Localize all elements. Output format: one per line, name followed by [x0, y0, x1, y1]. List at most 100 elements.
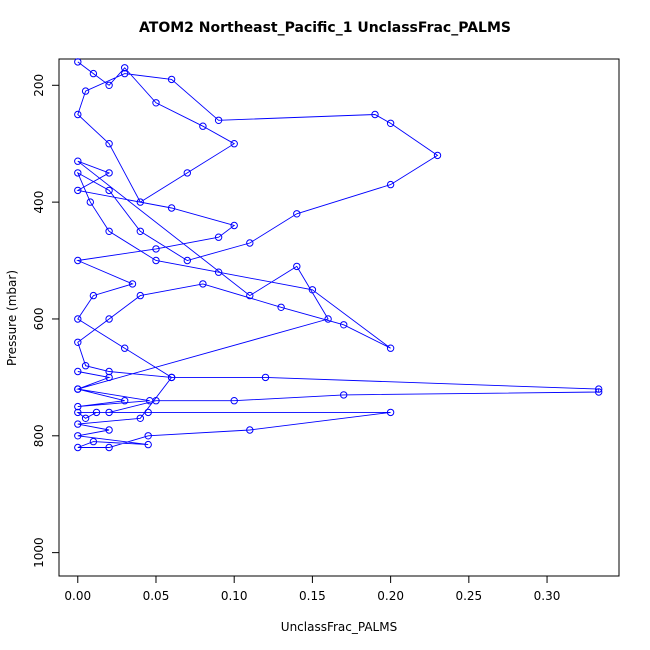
- data-point: [136, 291, 145, 300]
- data-point: [152, 256, 160, 265]
- data-point: [293, 210, 301, 218]
- x-tick-label: 0.25: [455, 589, 482, 603]
- data-point: [74, 420, 82, 428]
- data-point: [152, 99, 160, 107]
- y-axis: 200 400 600 800 1000: [32, 74, 60, 568]
- data-point: [74, 256, 82, 265]
- data-point: [89, 69, 98, 78]
- data-point: [81, 414, 90, 422]
- series-lines: [76, 61, 600, 448]
- y-tick-label: 200: [32, 74, 46, 97]
- x-axis: 0.00 0.05 0.10 0.15 0.20 0.25 0.30: [64, 575, 561, 603]
- data-point: [89, 437, 98, 446]
- plot-frame: [58, 58, 620, 577]
- data-point: [214, 116, 223, 125]
- data-point: [105, 81, 113, 90]
- data-point: [136, 414, 145, 422]
- data-point: [74, 443, 82, 452]
- x-axis-label: UnclassFrac_PALMS: [280, 620, 398, 634]
- data-point: [74, 408, 82, 417]
- data-point: [167, 204, 176, 212]
- data-point: [183, 256, 192, 265]
- data-point: [92, 408, 101, 417]
- series-points: [74, 58, 603, 452]
- data-point: [230, 397, 238, 405]
- data-point: [340, 391, 348, 399]
- data-point: [105, 227, 113, 236]
- data-point: [183, 169, 192, 177]
- data-point: [144, 432, 152, 440]
- data-point: [386, 119, 395, 128]
- data-point: [74, 169, 82, 177]
- data-point: [595, 385, 603, 393]
- data-point: [74, 315, 82, 323]
- data-point: [86, 198, 95, 206]
- data-point: [324, 315, 332, 323]
- chart-title: ATOM2 Northeast_Pacific_1 UnclassFrac_PA…: [139, 20, 511, 36]
- data-point: [386, 408, 395, 417]
- data-point: [167, 75, 176, 84]
- data-point: [74, 157, 82, 165]
- data-point: [261, 373, 270, 382]
- data-point: [74, 58, 82, 66]
- series-line: [76, 61, 600, 448]
- data-point: [74, 432, 82, 440]
- data-point: [74, 186, 82, 195]
- x-tick-label: 0.15: [299, 589, 326, 603]
- data-point: [167, 373, 176, 382]
- x-tick-label: 0.30: [534, 589, 561, 603]
- data-point: [74, 110, 82, 119]
- data-point: [595, 388, 603, 396]
- data-point: [152, 245, 160, 253]
- data-point: [246, 239, 254, 247]
- data-point: [105, 315, 113, 323]
- data-point: [246, 426, 254, 434]
- data-point: [74, 385, 82, 393]
- x-tick-label: 0.00: [64, 589, 91, 603]
- data-point: [144, 408, 152, 417]
- data-point: [121, 344, 129, 352]
- data-point: [105, 140, 113, 148]
- data-point: [199, 122, 207, 130]
- data-point: [144, 440, 152, 449]
- data-point: [105, 186, 113, 195]
- data-point: [340, 321, 348, 329]
- data-point: [128, 280, 137, 288]
- data-point: [136, 227, 145, 236]
- y-tick-label: 1000: [32, 537, 46, 568]
- data-point: [74, 367, 82, 376]
- data-point: [277, 303, 285, 311]
- data-point: [230, 221, 238, 230]
- x-tick-label: 0.05: [143, 589, 170, 603]
- data-point: [81, 362, 90, 370]
- data-point: [214, 268, 223, 276]
- data-point: [214, 233, 223, 241]
- data-point: [371, 110, 379, 119]
- data-point: [386, 180, 395, 189]
- data-point: [105, 373, 113, 382]
- data-point: [81, 87, 90, 95]
- y-tick-label: 600: [32, 308, 46, 331]
- data-point: [146, 397, 154, 405]
- x-tick-label: 0.20: [377, 589, 404, 603]
- x-tick-label: 0.10: [221, 589, 248, 603]
- y-tick-label: 400: [32, 191, 46, 214]
- y-tick-label: 800: [32, 424, 46, 447]
- data-point: [74, 402, 82, 411]
- data-point: [105, 426, 113, 434]
- data-point: [105, 408, 113, 417]
- data-point: [199, 280, 207, 288]
- data-point: [74, 338, 82, 346]
- data-point: [105, 443, 113, 452]
- data-point: [230, 140, 238, 148]
- data-point: [433, 151, 442, 160]
- data-point: [121, 397, 129, 405]
- data-point: [121, 64, 129, 72]
- data-point: [386, 344, 395, 352]
- data-point: [136, 198, 145, 206]
- data-point: [246, 291, 254, 300]
- data-point: [121, 69, 129, 78]
- data-point: [105, 169, 113, 177]
- data-point: [293, 262, 301, 271]
- data-point: [308, 286, 317, 294]
